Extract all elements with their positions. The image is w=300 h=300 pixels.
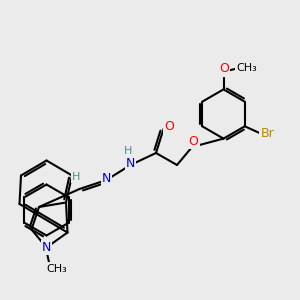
Text: N: N	[42, 241, 51, 254]
Text: O: O	[164, 120, 174, 133]
Text: N: N	[126, 157, 135, 170]
Text: H: H	[124, 146, 132, 157]
Text: CH₃: CH₃	[236, 63, 257, 73]
Text: O: O	[219, 62, 229, 76]
Text: Br: Br	[260, 127, 274, 140]
Text: N: N	[102, 172, 111, 185]
Text: CH₃: CH₃	[46, 263, 67, 274]
Text: O: O	[189, 135, 198, 148]
Text: H: H	[72, 172, 80, 182]
